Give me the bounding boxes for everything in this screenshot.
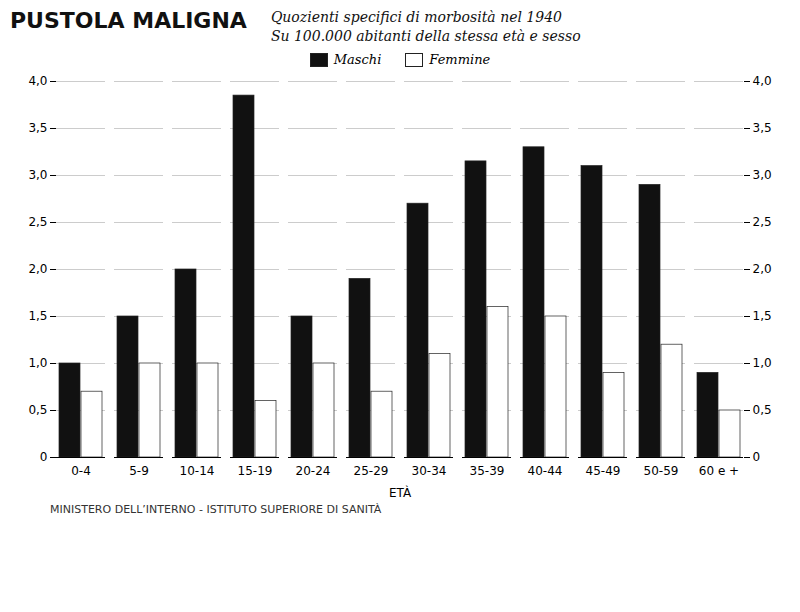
html-text:Maschi: Maschi [333, 52, 382, 67]
html-text:PUSTOLA MALIGNA: PUSTOLA MALIGNA [10, 8, 247, 33]
svg-text:0: 0 [40, 450, 48, 464]
svg-text:4,0: 4,0 [28, 74, 47, 88]
svg-text:ETÀ: ETÀ [389, 485, 412, 500]
html-text:Quozienti specifici di morbosi: Quozienti specifici di morbosità nel 194… [270, 9, 562, 25]
svg-text:4,0: 4,0 [753, 74, 772, 88]
svg-text:2,5: 2,5 [753, 215, 772, 229]
html-text:MINISTERO DELL’INTERNO - ISTIT: MINISTERO DELL’INTERNO - ISTITUTO SUPERI… [50, 503, 382, 516]
svg-text:1,5: 1,5 [753, 309, 772, 323]
svg-text:15-19: 15-19 [238, 464, 273, 478]
svg-text:20-24: 20-24 [296, 464, 331, 478]
svg-text:1,0: 1,0 [28, 356, 47, 370]
svg-text:0-4: 0-4 [71, 464, 91, 478]
svg-text:2,0: 2,0 [28, 262, 47, 276]
svg-text:3,5: 3,5 [753, 121, 772, 135]
svg-text:60 e +: 60 e + [699, 464, 739, 478]
html-text:Femmine: Femmine [429, 52, 491, 67]
svg-text:3,0: 3,0 [28, 168, 47, 182]
svg-text:0,5: 0,5 [28, 403, 47, 417]
svg-text:10-14: 10-14 [180, 464, 215, 478]
svg-text:45-49: 45-49 [586, 464, 621, 478]
svg-text:1,5: 1,5 [28, 309, 47, 323]
svg-text:40-44: 40-44 [528, 464, 563, 478]
svg-text:3,5: 3,5 [28, 121, 47, 135]
svg-text:35-39: 35-39 [470, 464, 505, 478]
svg-text:3,0: 3,0 [753, 168, 772, 182]
svg-text:5-9: 5-9 [129, 464, 149, 478]
svg-text:0: 0 [753, 450, 761, 464]
svg-text:2,5: 2,5 [28, 215, 47, 229]
svg-text:1,0: 1,0 [753, 356, 772, 370]
html-text:Su 100.000 abitanti della stes: Su 100.000 abitanti della stessa età e s… [270, 28, 581, 44]
svg-text:30-34: 30-34 [412, 464, 447, 478]
svg-text:25-29: 25-29 [354, 464, 389, 478]
svg-text:0,5: 0,5 [753, 403, 772, 417]
svg-text:2,0: 2,0 [753, 262, 772, 276]
svg-text:50-59: 50-59 [644, 464, 679, 478]
